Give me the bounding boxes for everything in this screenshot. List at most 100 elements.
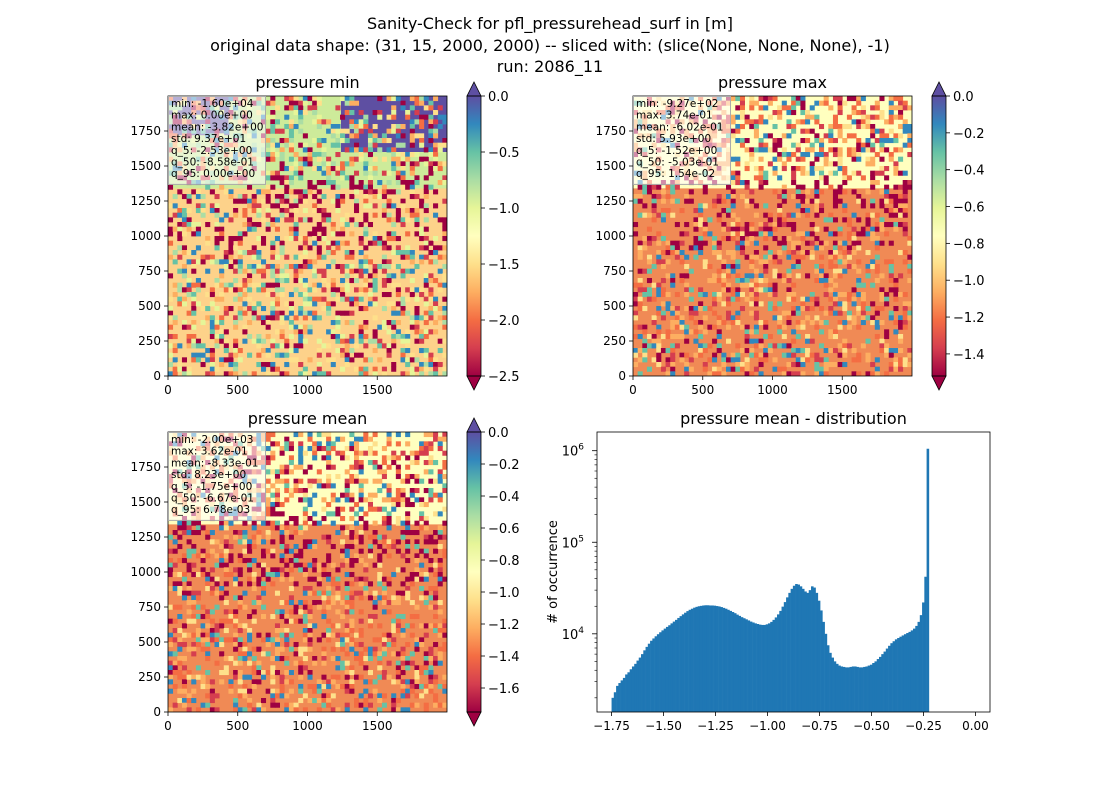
histogram-bar [650, 640, 653, 712]
y-tick-label: 106 [562, 443, 585, 460]
stats-line: q_50: -6.67e-01 [171, 493, 254, 505]
y-tick-label: 1250 [130, 530, 161, 544]
colorbar-tick-label: −1.2 [488, 618, 520, 633]
stats-line: mean: -6.02e-01 [636, 121, 723, 133]
colorbar-tick-label: −0.6 [953, 201, 985, 216]
histogram-bars [611, 448, 930, 712]
stats-line: q_5: -1.52e+00 [636, 145, 717, 157]
histogram-bar [913, 628, 916, 712]
stats-line: max: 3.74e-01 [636, 110, 713, 122]
y-tick-label: 500 [138, 635, 161, 649]
histogram-bar [908, 631, 912, 712]
histogram-bar [840, 666, 844, 712]
x-tick-label: −1.75 [593, 719, 630, 733]
histogram-bar [881, 654, 884, 712]
histogram-bar [706, 605, 710, 712]
histogram-bar [727, 609, 730, 712]
panel-title: pressure max [718, 73, 827, 92]
colorbar-tick-label: −0.4 [953, 164, 985, 179]
colorbar-tick-label: −2.0 [488, 314, 520, 329]
histogram-bar [922, 602, 925, 712]
histogram-bar [831, 657, 834, 712]
histogram-bar [777, 614, 780, 712]
histogram-bar [672, 621, 676, 712]
histogram-bar [634, 663, 637, 712]
stats-line: q_5: -2.53e+00 [171, 145, 252, 157]
histogram-bar [745, 619, 748, 712]
histogram-bar [767, 623, 771, 712]
colorbar: 0.0 −0.5 −1.0 −1.5 −2.0 −2.5 [466, 81, 520, 391]
colorbar-tick-label: 0.0 [488, 426, 509, 441]
histogram-bar [631, 666, 635, 712]
histogram-bar [761, 624, 764, 712]
histogram-bar [697, 606, 701, 712]
histogram-bar [899, 636, 902, 712]
histogram-bar [783, 602, 787, 712]
colorbar-tick-label: −0.8 [488, 554, 520, 569]
x-tick-label: 1000 [757, 383, 788, 397]
x-tick-label: −1.25 [697, 719, 734, 733]
colorbar-tick-label: −0.5 [488, 146, 520, 161]
histogram-bar [890, 643, 893, 712]
stats-line: std: 5.93e+00 [636, 133, 711, 145]
histogram-bar [722, 607, 726, 712]
y-tick-label: 105 [562, 534, 584, 551]
histogram-bar [616, 685, 619, 712]
histogram-bar [876, 659, 880, 712]
y-tick-label: 1500 [130, 159, 161, 173]
histogram-bar [924, 576, 927, 712]
histogram-bar [729, 610, 732, 712]
histogram-bar [715, 606, 719, 712]
figure-title-line-2: original data shape: (31, 15, 2000, 2000… [210, 36, 890, 55]
histogram-bar [663, 628, 667, 712]
y-tick-label: 750 [603, 264, 626, 278]
histogram-bar [681, 614, 685, 712]
histogram-bar [641, 654, 644, 712]
histogram-bar [885, 648, 889, 712]
histogram-bar [892, 641, 896, 712]
histogram-bar [770, 621, 773, 712]
histogram-bar [711, 605, 714, 712]
histogram-bar [679, 616, 683, 712]
histogram-bar [842, 666, 846, 712]
colorbar-tick-label: −0.6 [488, 522, 520, 537]
histogram-bar [733, 613, 737, 712]
histogram-bar [915, 625, 918, 712]
histogram-bar [863, 666, 866, 712]
x-tick-label: 500 [226, 719, 249, 733]
colorbar-tick-label: −1.0 [488, 202, 520, 217]
histogram-bar [874, 661, 878, 712]
x-tick-label: 0 [164, 383, 172, 397]
histogram-bar [656, 634, 660, 712]
histogram-bar [625, 674, 628, 712]
histogram-bar [724, 608, 728, 712]
histogram-bar [677, 617, 680, 712]
colorbar-extend-min [466, 375, 482, 391]
histogram-bar [910, 630, 914, 712]
histogram-bar [820, 610, 823, 712]
histogram-bar [879, 656, 882, 712]
histogram-bar [629, 669, 633, 712]
histogram-bar [888, 645, 891, 712]
histogram-bar [804, 591, 807, 712]
histogram-bar [749, 621, 753, 712]
colorbar-tick-label: −1.0 [488, 586, 520, 601]
histogram-bar [799, 586, 803, 712]
panel-pressure-min: pressure min 0 500 1000 1500 0 250 500 750 1000 12… [130, 73, 519, 397]
y-tick-label: 1000 [595, 229, 626, 243]
figure-title-line-3: run: 2086_11 [496, 57, 604, 76]
histogram-bar [811, 586, 814, 712]
colorbar-tick-label: −1.0 [953, 274, 985, 289]
y-tick-label: 250 [603, 334, 626, 348]
histogram-bar [788, 592, 791, 712]
colorbar-tick-label: −1.4 [953, 348, 985, 363]
stats-line: max: 0.00e+00 [171, 110, 253, 122]
histogram-bar [690, 608, 694, 712]
y-tick-label: 1000 [130, 229, 161, 243]
histogram-bar [720, 607, 723, 712]
histogram-bar [797, 584, 800, 712]
histogram-bar [611, 697, 615, 712]
